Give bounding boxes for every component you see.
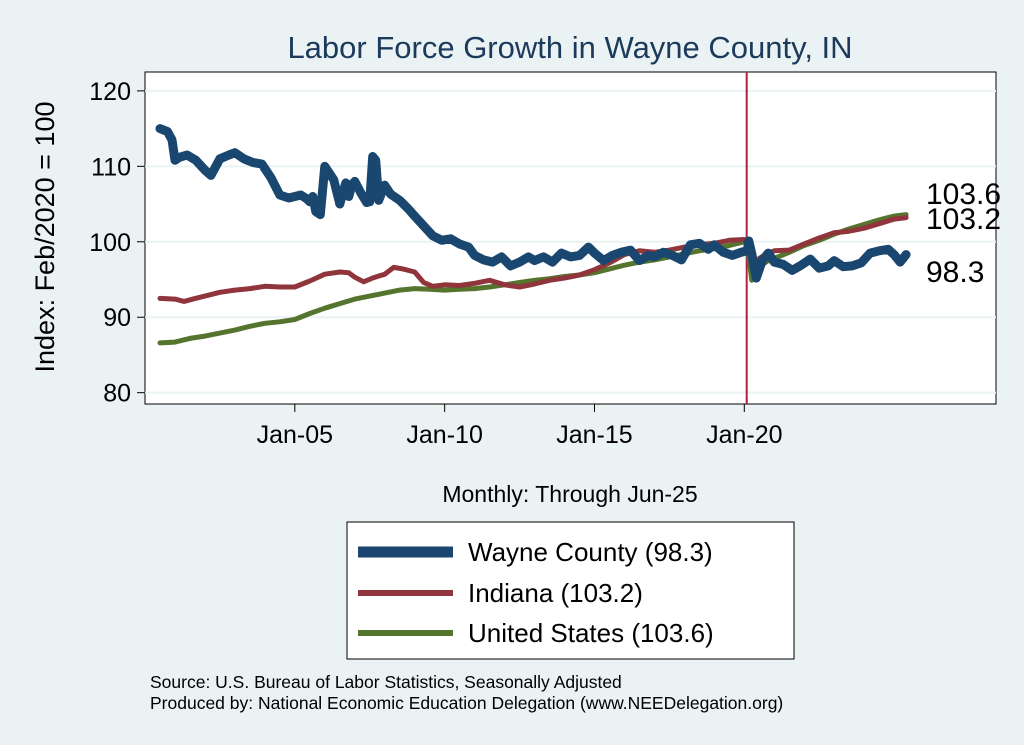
- series-lines: [155, 124, 911, 346]
- y-tick-label: 90: [103, 304, 131, 332]
- x-tick-label: Jan-10: [406, 421, 482, 449]
- series-line-wayne-county: [155, 124, 911, 283]
- y-axis: 80 90 100 110 120: [89, 78, 145, 408]
- end-label: 103.6: [926, 178, 1001, 211]
- x-tick-label: Jan-15: [556, 421, 632, 449]
- y-tick-label: 120: [89, 78, 131, 106]
- plot-area: [144, 71, 997, 405]
- chart-title: Labor Force Growth in Wayne County, IN: [287, 30, 852, 65]
- legend-label-united-states: United States (103.6): [468, 618, 714, 648]
- x-axis: Jan-05 Jan-10 Jan-15 Jan-20: [257, 404, 783, 449]
- x-tick-label: Jan-20: [706, 421, 782, 449]
- legend: Wayne County (98.3) Indiana (103.2) Unit…: [346, 521, 795, 660]
- end-label: 103.2: [926, 203, 1001, 236]
- end-label: 98.3: [926, 256, 984, 289]
- legend-label-indiana: Indiana (103.2): [468, 578, 643, 608]
- y-tick-label: 80: [103, 380, 131, 408]
- gridlines: [145, 89, 996, 394]
- legend-label-wayne-county: Wayne County (98.3): [468, 537, 713, 567]
- y-tick-label: 100: [89, 229, 131, 257]
- x-tick-label: Jan-05: [257, 421, 333, 449]
- y-axis-label: Index: Feb/2020 = 100: [30, 102, 60, 373]
- y-tick-label: 110: [91, 153, 131, 181]
- x-axis-label: Monthly: Through Jun-25: [442, 481, 697, 507]
- source-note: Source: U.S. Bureau of Labor Statistics,…: [150, 672, 622, 692]
- producer-note: Produced by: National Economic Education…: [150, 693, 783, 713]
